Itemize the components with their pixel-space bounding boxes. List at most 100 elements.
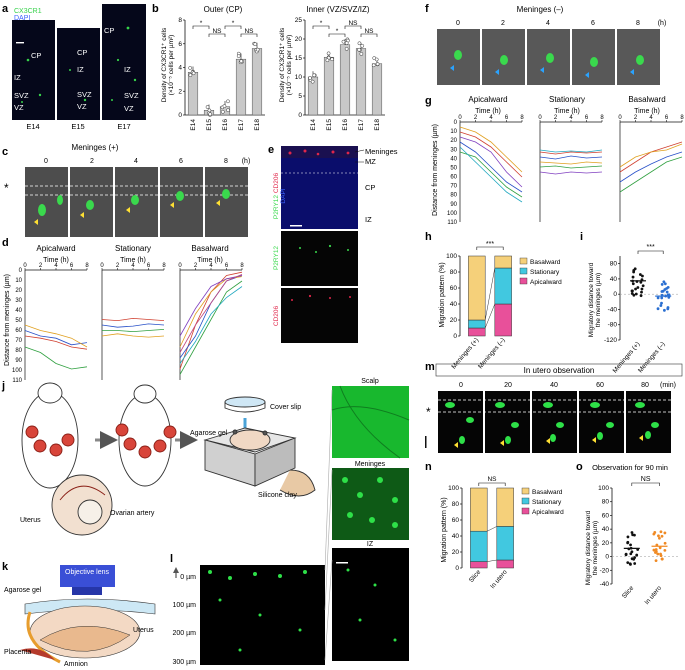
f-time-2: 2 xyxy=(501,20,505,27)
y-tick-label: 40 xyxy=(602,526,610,533)
y-tick-label: 100 xyxy=(12,368,23,374)
chart-b-inner-ylabel-1: Density of CX3CR1⁺ cells xyxy=(279,27,286,102)
panel-letter-n: n xyxy=(425,461,432,473)
sig-bracket xyxy=(328,33,346,37)
trajectory-line xyxy=(619,156,683,193)
y-tick-label: 0 xyxy=(455,565,459,572)
data-point xyxy=(634,287,637,291)
connector xyxy=(487,559,497,562)
c-time-0: 0 xyxy=(44,158,48,165)
data-point xyxy=(659,530,663,534)
e-zone-meninges: Meninges xyxy=(365,147,398,156)
legend-label: Apicalward xyxy=(532,509,564,516)
x-tick-label: E18 xyxy=(254,119,261,131)
data-point xyxy=(662,280,666,284)
data-point xyxy=(236,54,241,58)
g-ylabel: Distance from meninges (µm) xyxy=(432,124,439,216)
sig-label: NS xyxy=(364,28,374,35)
data-point xyxy=(632,270,636,274)
legend-label: Stationary xyxy=(530,269,560,276)
y-tick-label: 4 xyxy=(178,65,182,72)
trajectory-line xyxy=(459,126,523,173)
y-tick-label: 10 xyxy=(450,129,457,135)
c-time-2: 2 xyxy=(90,158,94,165)
bar-E18 xyxy=(251,48,263,116)
k-label-uterus: Uterus xyxy=(133,627,154,634)
g-xlabel-1: Time (h) xyxy=(475,108,501,115)
trajectory-line xyxy=(101,317,165,322)
connector xyxy=(484,303,496,329)
x-tick-label: 2 xyxy=(474,115,478,121)
trajectory-line xyxy=(101,323,165,328)
y-tick-label: 0 xyxy=(178,112,182,119)
y-tick-label: 80 xyxy=(452,501,460,508)
panel-l-zstack xyxy=(173,565,325,665)
data-point xyxy=(357,41,362,46)
y-tick-label: 100 xyxy=(446,253,457,260)
data-point xyxy=(359,52,364,56)
y-tick-label: 20 xyxy=(450,138,457,144)
g-xlabel-3: Time (h) xyxy=(634,108,660,115)
data-point xyxy=(654,559,658,562)
trajectory-line xyxy=(24,324,88,348)
data-point xyxy=(658,546,662,550)
x-tick-label: E15 xyxy=(326,119,333,131)
legend-swatch-stationary xyxy=(521,497,530,505)
chart-b-outer-title: Outer (CP) xyxy=(204,5,243,14)
connector xyxy=(484,267,496,321)
y-tick-label: 8 xyxy=(178,17,182,24)
y-tick-label: 20 xyxy=(602,540,610,547)
y-tick-label: 20 xyxy=(450,317,458,324)
panel-c-title: Meninges (+) xyxy=(72,143,119,152)
legend-swatch-basalward xyxy=(519,257,528,265)
k-label-agarose-gel: Agarose gel xyxy=(4,587,42,594)
f-time-unit: (h) xyxy=(658,20,667,27)
data-point xyxy=(630,289,634,293)
y-tick-label: 80 xyxy=(450,269,458,276)
y-tick-label: 90 xyxy=(450,202,457,208)
sig-bracket xyxy=(312,25,330,29)
bar-segment-stationary xyxy=(470,530,488,562)
legend-label: Basalward xyxy=(530,259,561,266)
data-point xyxy=(660,301,663,305)
y-tick-label: 90 xyxy=(15,358,22,364)
data-point xyxy=(659,304,663,307)
x-tick-label: 0 xyxy=(178,263,182,269)
chart-b-outer-ylabel-1: Density of CX3CR1⁺ cells xyxy=(161,27,168,102)
y-tick-label: 2 xyxy=(178,88,182,95)
y-tick-label: 100 xyxy=(598,485,609,492)
x-tick-label: 6 xyxy=(585,115,589,121)
k-label-objective: Objective lens xyxy=(65,569,109,576)
bar-segment-apicalward xyxy=(470,561,488,569)
e-label-dapi: DAPI xyxy=(280,188,287,203)
n-ylabel: Migration pattern (%) xyxy=(441,497,448,562)
data-point xyxy=(656,296,660,300)
data-point xyxy=(630,550,634,554)
chart-b-outer: 0 2 4 6 8 E14 E15 E16 E17 E18 * NS * NS xyxy=(178,17,265,131)
data-point xyxy=(654,548,658,551)
data-point xyxy=(633,562,637,565)
x-tick-label: 8 xyxy=(680,115,684,121)
y-tick-label: 50 xyxy=(450,165,457,171)
m-time-unit: (min) xyxy=(660,382,676,389)
data-point xyxy=(667,293,671,297)
y-tick-label: -40 xyxy=(608,306,618,313)
y-tick-label: 0 xyxy=(19,268,23,274)
y-tick-label: 60 xyxy=(450,285,458,292)
f-time-6: 6 xyxy=(591,20,595,27)
x-tick-label: 2 xyxy=(554,115,558,121)
data-point xyxy=(344,47,349,51)
y-tick-label: -20 xyxy=(600,567,610,574)
sig-bracket xyxy=(208,33,226,37)
m-time-80: 80 xyxy=(641,382,649,389)
data-point xyxy=(663,531,667,535)
trajectory-line xyxy=(619,151,683,183)
e-zone-mz: MZ xyxy=(365,157,376,166)
bar-segment-stationary xyxy=(496,526,514,561)
e-zone-iz: IZ xyxy=(365,215,372,224)
chart-n: 0 20 40 60 80 100 Slice In utero Basalward Statio… xyxy=(448,476,564,590)
panel-f-timelapse xyxy=(437,29,660,85)
data-point xyxy=(638,273,642,276)
trajectory-line xyxy=(539,151,603,155)
